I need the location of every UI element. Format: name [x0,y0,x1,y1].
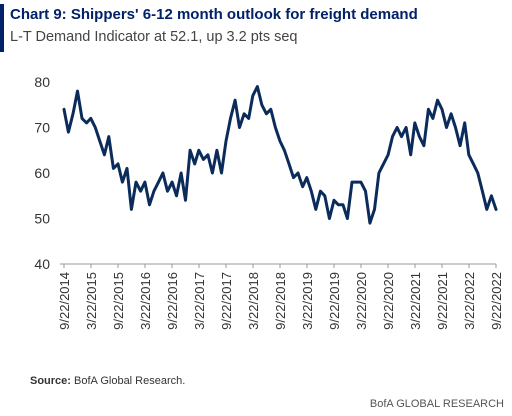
x-tick-marks [63,264,497,268]
x-tick-label: 9/22/2016 [165,272,180,330]
x-tick-label: 3/22/2022 [462,272,477,330]
x-tick-label: 3/22/2015 [84,272,99,330]
y-tick-label: 50 [34,211,50,227]
source-label: Source: [30,375,71,387]
source-note: Source: BofA Global Research. [30,375,185,387]
x-tick-label: 3/22/2019 [300,272,315,330]
y-tick-label: 40 [34,256,50,272]
y-tick-label: 80 [34,74,50,90]
x-tick-label: 9/22/2021 [435,272,450,330]
y-tick-label: 60 [34,165,50,181]
x-tick-label: 9/22/2015 [111,272,126,330]
x-tick-label: 3/22/2017 [192,272,207,330]
chart-subtitle: L-T Demand Indicator at 52.1, up 3.2 pts… [10,29,298,45]
x-tick-label: 9/22/2014 [57,272,72,330]
x-tick-label: 9/22/2020 [381,272,396,330]
x-tick-label: 3/22/2020 [354,272,369,330]
source-text: BofA Global Research. [74,375,186,387]
x-tick-label: 9/22/2019 [327,272,342,330]
x-tick-label: 3/22/2018 [246,272,261,330]
brand-footer: BofA GLOBAL RESEARCH [369,398,504,410]
x-tick-label: 3/22/2021 [408,272,423,330]
title-accent-bar [0,4,4,52]
x-tick-label: 9/22/2017 [219,272,234,330]
x-tick-label: 9/22/2022 [489,272,504,330]
x-tick-labels: 9/22/2014 3/22/2015 9/22/2015 3/22/2016 9/22… [57,272,504,330]
x-tick-label: 3/22/2016 [138,272,153,330]
series-line [62,85,498,225]
chart-title: Chart 9: Shippers' 6-12 month outlook fo… [10,6,418,23]
x-tick-label: 9/22/2018 [273,272,288,330]
y-tick-labels: 40 50 60 70 80 [34,74,50,272]
y-tick-label: 70 [34,120,50,136]
